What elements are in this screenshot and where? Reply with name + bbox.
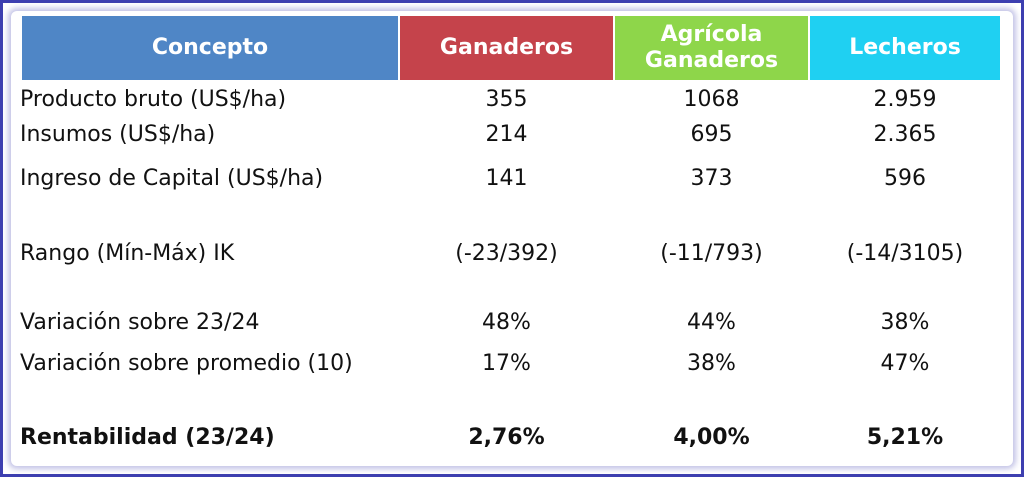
cell-insumos-ganaderos: 214	[485, 122, 528, 147]
cell-variacion-promedio-agricola: 38%	[687, 351, 736, 376]
header-lecheros: Lecheros	[810, 16, 1000, 80]
header-concepto: Concepto	[22, 16, 398, 80]
cell-variacion-promedio-ganaderos: 17%	[482, 351, 531, 376]
header-agricola-ganaderos: Agrícola Ganaderos	[615, 16, 808, 80]
cell-insumos-lecheros: 2.365	[873, 122, 937, 147]
cell-variacion-promedio-lecheros: 47%	[880, 351, 930, 376]
cell-variacion-2324-lecheros: 38%	[880, 310, 930, 335]
cell-rango-lecheros: (-14/3105)	[846, 241, 964, 266]
cell-rentabilidad-lecheros: 5,21%	[866, 425, 944, 450]
cell-producto-bruto-agricola: 1068	[683, 87, 740, 112]
cell-ingreso-capital-lecheros: 596	[884, 166, 926, 191]
row-label-rentabilidad: Rentabilidad (23/24)	[20, 425, 275, 450]
cell-rentabilidad-agricola: 4,00%	[673, 425, 750, 450]
cell-producto-bruto-ganaderos: 355	[485, 87, 528, 112]
row-label-ingreso-capital: Ingreso de Capital (US$/ha)	[20, 166, 324, 191]
row-label-producto-bruto: Producto bruto (US$/ha)	[20, 87, 287, 112]
cell-variacion-2324-agricola: 44%	[687, 310, 736, 335]
cell-rango-ganaderos: (-23/392)	[455, 241, 558, 266]
row-label-variacion-2324: Variación sobre 23/24	[20, 310, 260, 335]
header-ganaderos: Ganaderos	[400, 16, 613, 80]
cell-ingreso-capital-ganaderos: 141	[485, 166, 528, 191]
row-label-variacion-promedio: Variación sobre promedio (10)	[20, 351, 353, 376]
table-panel	[11, 11, 1013, 466]
cell-rentabilidad-ganaderos: 2,76%	[468, 425, 545, 450]
header-agricola-label: Agrícola Ganaderos	[645, 22, 778, 74]
header-lecheros-label: Lecheros	[849, 35, 961, 60]
cell-insumos-agricola: 695	[690, 122, 733, 147]
cell-producto-bruto-lecheros: 2.959	[873, 87, 937, 112]
header-agricola-line2: Ganaderos	[644, 48, 779, 73]
row-label-insumos: Insumos (US$/ha)	[20, 122, 216, 147]
cell-rango-agricola: (-11/793)	[660, 241, 763, 266]
cell-variacion-2324-ganaderos: 48%	[482, 310, 531, 335]
header-concepto-label: Concepto	[151, 35, 269, 60]
row-label-rango: Rango (Mín-Máx) IK	[20, 241, 235, 266]
header-agricola-line1: Agrícola	[660, 22, 763, 47]
header-ganaderos-label: Ganaderos	[439, 35, 574, 60]
cell-ingreso-capital-agricola: 373	[690, 166, 733, 191]
